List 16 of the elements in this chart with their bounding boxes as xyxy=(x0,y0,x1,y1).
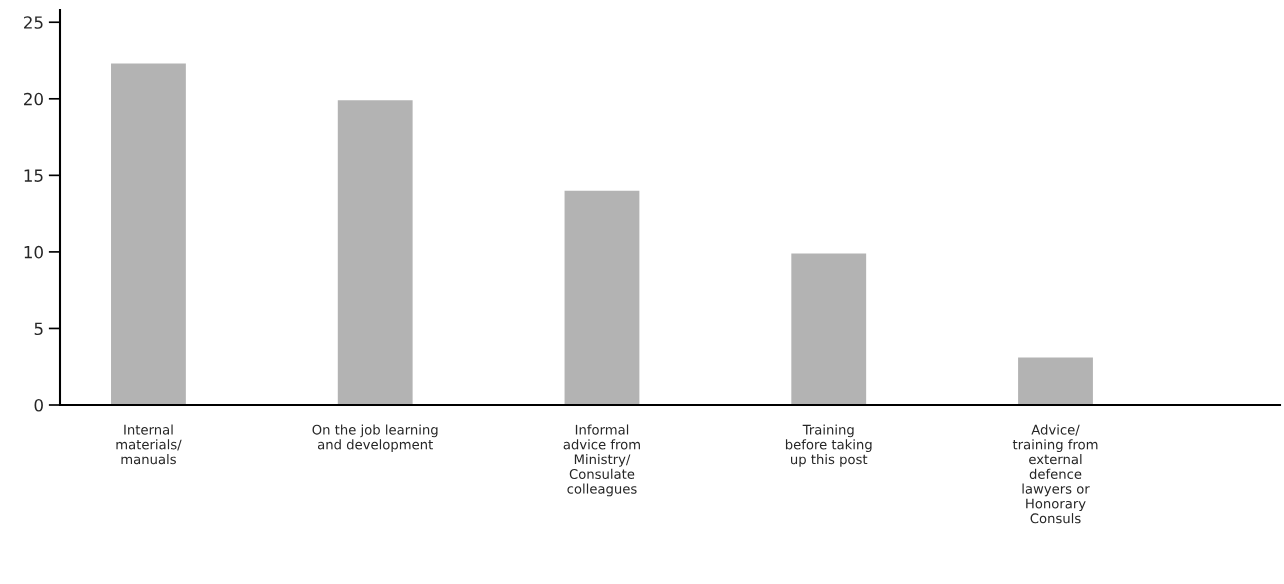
y-tick-label: 10 xyxy=(24,245,43,259)
x-tick-label: On the job learning and development xyxy=(312,424,438,452)
y-tick-label: 5 xyxy=(34,322,43,336)
bar xyxy=(337,100,413,405)
bar xyxy=(111,63,186,405)
bar xyxy=(791,253,867,405)
x-tick-label: Internal materials/ manuals xyxy=(116,424,182,465)
y-tick-label: 15 xyxy=(24,169,43,182)
x-tick-label: Advice/ training from external defence lawyers or Honorary Consuls xyxy=(1012,424,1098,524)
x-tick-label: Informal advice from Ministry/ Consulate colleagues xyxy=(563,424,640,497)
bar xyxy=(564,190,640,405)
y-tick-label: 0 xyxy=(34,398,43,412)
y-tick-label: 25 xyxy=(24,16,43,29)
x-tick-label: Training before taking up this post xyxy=(785,424,872,467)
y-tick-label: 20 xyxy=(24,92,43,106)
bar xyxy=(1018,357,1093,405)
